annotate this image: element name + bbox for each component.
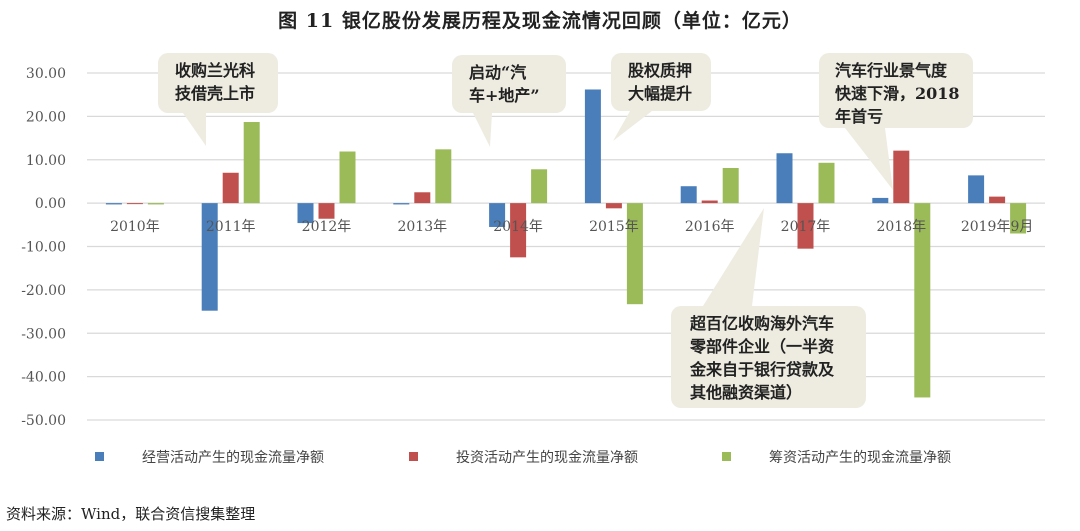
bar-3 xyxy=(435,149,452,204)
bar-3 xyxy=(1010,203,1027,234)
bar-3 xyxy=(626,203,643,305)
callout-text: 汽车行业景气度 xyxy=(835,61,948,80)
bar-1 xyxy=(680,186,697,204)
bar-2 xyxy=(989,196,1006,204)
callout-text: 车+地产” xyxy=(469,86,540,105)
source-note: 资料来源：Wind，联合资信搜集整理 xyxy=(6,505,256,523)
callout-text: 其他融资渠道） xyxy=(690,383,802,402)
legend-swatch xyxy=(95,452,104,461)
x-tick-label: 2015年 xyxy=(589,219,639,235)
bar-1 xyxy=(584,89,601,204)
y-tick-label: -30.00 xyxy=(21,326,66,342)
callout-text: 年首亏 xyxy=(835,107,883,126)
bar-2 xyxy=(605,203,622,209)
bar-3 xyxy=(818,162,835,204)
bar-1 xyxy=(393,203,410,205)
bar-2 xyxy=(701,200,718,204)
bar-3 xyxy=(722,167,739,204)
x-tick-label: 2014年 xyxy=(493,219,543,235)
y-tick-label: -20.00 xyxy=(21,283,66,299)
callout-tail xyxy=(845,128,893,190)
bar-2 xyxy=(318,203,335,219)
x-tick-label: 2012年 xyxy=(302,219,352,235)
callout-box xyxy=(158,53,278,113)
y-tick-label: 20.00 xyxy=(26,109,66,125)
bar-1 xyxy=(776,153,793,204)
bar-1 xyxy=(201,203,218,311)
callout-text: 大幅提升 xyxy=(628,84,692,103)
legend-label: 筹资活动产生的现金流量净额 xyxy=(769,449,951,466)
callout-tail xyxy=(613,111,652,141)
x-tick-label: 2011年 xyxy=(206,219,256,235)
callout-box xyxy=(671,306,866,408)
bar-1 xyxy=(968,175,985,204)
annotation-callout: 启动“汽车+地产” xyxy=(452,55,566,147)
callout-text: 技借壳上市 xyxy=(175,84,255,103)
bar-3 xyxy=(339,151,356,204)
chart-title: 图 11 银亿股份发展历程及现金流情况回顾（单位：亿元） xyxy=(278,10,802,32)
legend-label: 经营活动产生的现金流量净额 xyxy=(142,450,324,466)
x-tick-label: 2010年 xyxy=(110,219,160,235)
legend-swatch xyxy=(722,452,731,461)
y-tick-label: -40.00 xyxy=(21,370,66,386)
callout-text: 超百亿收购海外汽车 xyxy=(689,314,834,333)
callout-text: 金来自于银行贷款及 xyxy=(689,360,835,379)
x-tick-label: 2013年 xyxy=(397,219,447,235)
callout-tail xyxy=(703,208,764,306)
bar-2 xyxy=(126,203,143,205)
y-tick-label: 10.00 xyxy=(26,153,66,169)
bar-2 xyxy=(414,192,431,204)
bar-1 xyxy=(489,203,506,227)
bar-3 xyxy=(147,203,164,205)
y-tick-label: -10.00 xyxy=(21,240,66,256)
y-tick-label: -50.00 xyxy=(21,413,66,429)
y-tick-label: 0.00 xyxy=(35,196,66,212)
callout-text: 零部件企业（一半资 xyxy=(689,337,834,356)
bar-1 xyxy=(872,197,889,204)
x-tick-label: 2017年 xyxy=(781,219,831,235)
bar-3 xyxy=(914,203,931,398)
bar-3 xyxy=(243,122,260,204)
callout-box xyxy=(452,55,566,113)
bar-3 xyxy=(531,169,548,204)
callout-box xyxy=(819,53,973,128)
bar-1 xyxy=(105,203,122,205)
callout-text: 快速下滑，2018 xyxy=(835,84,960,103)
bar-2 xyxy=(893,150,910,204)
callout-tail xyxy=(183,113,206,146)
x-tick-label: 2019年9月 xyxy=(961,219,1034,235)
bar-2 xyxy=(510,203,527,258)
callout-text: 股权质押 xyxy=(628,61,692,80)
x-tick-label: 2018年 xyxy=(876,219,926,235)
x-tick-label: 2016年 xyxy=(685,219,735,235)
callout-box xyxy=(611,53,711,111)
callout-text: 启动“汽 xyxy=(469,63,526,82)
bar-1 xyxy=(297,203,314,224)
callout-text: 收购兰光科 xyxy=(175,61,255,80)
legend-swatch xyxy=(409,452,418,461)
bar-2 xyxy=(797,203,814,249)
bar-2 xyxy=(222,172,239,204)
callout-tail xyxy=(473,113,492,147)
y-tick-label: 30.00 xyxy=(26,66,66,82)
legend-label: 投资活动产生的现金流量净额 xyxy=(456,450,638,466)
